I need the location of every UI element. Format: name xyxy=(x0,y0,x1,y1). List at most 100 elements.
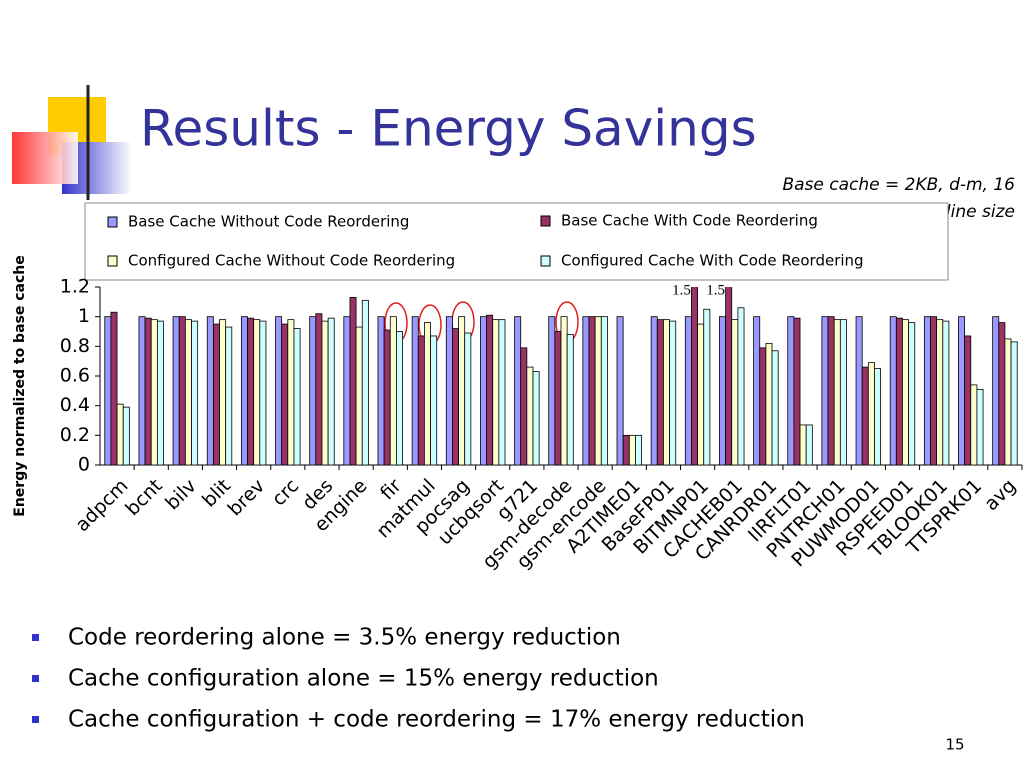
bar xyxy=(594,316,602,465)
bar xyxy=(526,366,534,465)
bullet-marker xyxy=(32,634,39,641)
bullet-marker xyxy=(32,716,39,723)
bar xyxy=(396,331,403,465)
y-tick-label: 0.4 xyxy=(60,394,90,416)
bar xyxy=(343,316,351,465)
bar xyxy=(361,299,369,465)
slide-title: Results - Energy Savings xyxy=(140,100,757,158)
bullet-text: Cache configuration + code reordering = … xyxy=(68,707,805,733)
bar xyxy=(867,362,875,465)
bar xyxy=(247,317,255,465)
bar xyxy=(628,434,636,465)
legend-box xyxy=(84,202,949,281)
bar xyxy=(138,316,146,465)
legend-label: Configured Cache With Code Reordering xyxy=(561,252,864,270)
bar xyxy=(430,335,438,465)
bar xyxy=(765,342,773,465)
bar xyxy=(287,319,295,465)
legend-swatch xyxy=(540,215,551,227)
bar xyxy=(383,329,391,465)
bar xyxy=(923,316,931,465)
bar xyxy=(253,319,261,465)
bar xyxy=(389,316,397,465)
bullet-marker xyxy=(32,675,39,682)
bar xyxy=(964,335,972,465)
bar xyxy=(178,316,186,465)
y-tick-label: 0 xyxy=(78,454,90,476)
bar xyxy=(588,316,596,465)
bar xyxy=(309,316,317,465)
bar xyxy=(771,350,779,465)
bar xyxy=(548,316,556,465)
bar xyxy=(110,311,118,465)
note: Base cache = 2KB, d-m, 16 xyxy=(782,175,1015,195)
bar xyxy=(895,317,903,465)
bar xyxy=(821,316,829,465)
bar xyxy=(992,316,1000,465)
legend-label: Base Cache With Code Reordering xyxy=(561,212,818,230)
x-tick-label: brev xyxy=(224,475,270,521)
bar xyxy=(486,314,494,465)
bar xyxy=(520,347,528,465)
bar xyxy=(321,320,329,465)
bar xyxy=(827,316,835,465)
bar xyxy=(787,316,795,465)
bar xyxy=(669,320,677,465)
bar xyxy=(635,434,642,465)
x-tick-label: bilv xyxy=(161,475,201,515)
y-axis-label: Energy normalized to base cache xyxy=(12,255,28,516)
bar xyxy=(144,317,152,465)
bar xyxy=(998,322,1006,465)
bar xyxy=(793,317,801,465)
bar xyxy=(622,434,630,465)
bar xyxy=(355,326,363,465)
plot-area xyxy=(104,287,1018,465)
bar xyxy=(281,323,289,465)
bar xyxy=(532,371,540,465)
bar xyxy=(560,316,568,465)
page-number: 15 xyxy=(945,736,964,754)
bar xyxy=(1004,338,1012,465)
bar xyxy=(150,319,158,465)
bar xyxy=(697,323,705,465)
x-tick-label: bcnt xyxy=(121,475,166,520)
bar xyxy=(833,319,841,465)
bar xyxy=(656,319,664,465)
bar xyxy=(650,316,658,465)
bar xyxy=(663,319,670,465)
bar xyxy=(902,319,910,465)
bar xyxy=(315,313,323,465)
bar xyxy=(172,316,180,465)
bar xyxy=(349,296,357,465)
bar xyxy=(874,368,882,465)
bar xyxy=(445,316,453,465)
bar xyxy=(417,335,425,465)
legend-label: Configured Cache Without Code Reordering xyxy=(128,252,455,270)
bar xyxy=(259,320,267,465)
bar xyxy=(759,347,767,465)
bar xyxy=(293,328,301,465)
x-tick-label: crc xyxy=(268,475,304,511)
bar xyxy=(936,319,944,465)
bar xyxy=(480,316,487,465)
bar xyxy=(464,332,472,465)
bar xyxy=(184,319,192,465)
bar xyxy=(225,326,233,465)
bar xyxy=(753,316,761,465)
bar xyxy=(116,403,124,465)
bullet-text: Code reordering alone = 3.5% energy redu… xyxy=(68,625,621,651)
bar xyxy=(942,320,950,465)
y-tick-label: 1.2 xyxy=(60,276,90,298)
bar xyxy=(554,331,562,465)
bar xyxy=(839,319,847,465)
legend-swatch xyxy=(107,216,118,228)
bar xyxy=(1010,341,1018,465)
data-label: 1.5 xyxy=(672,282,691,298)
bar xyxy=(411,316,419,465)
y-tick-label: 1 xyxy=(78,305,90,327)
bar xyxy=(799,424,807,465)
bar xyxy=(275,316,283,465)
bar xyxy=(514,316,522,465)
bar xyxy=(805,424,813,465)
